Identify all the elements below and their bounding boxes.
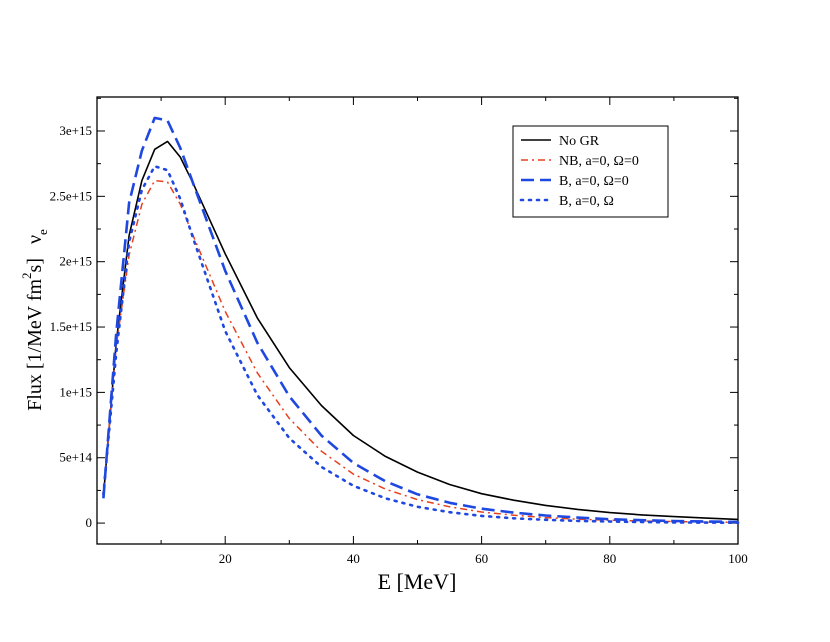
series-layer: [102, 116, 740, 525]
y-tick-label: 2e+15: [59, 254, 92, 269]
x-tick-label: 20: [219, 551, 232, 566]
legend-label-2: NB, a=0, Ω=0: [559, 154, 639, 169]
legend-label-3: B, a=0, Ω=0: [559, 174, 629, 189]
series-line-1: [102, 140, 739, 521]
y-tick-label: 0: [86, 515, 93, 530]
y-axis-label-prefix: Flux [1/MeV fm: [24, 279, 46, 411]
y-tick-label: 3e+15: [59, 123, 92, 138]
x-tick-label: 100: [728, 551, 748, 566]
y-axis-label-suffix: s]: [24, 258, 46, 272]
legend-label-1: No GR: [559, 134, 600, 149]
axis-ticks: 20 40 60 80 100 0 5e+14 1e+15 1.5e+15 2e+15 2.5e+1…: [50, 97, 748, 566]
y-axis-label-symbol: ν: [24, 235, 46, 244]
series-line-2: [102, 179, 739, 524]
x-axis-label: E [MeV]: [378, 569, 457, 594]
series-line-3: [102, 116, 739, 524]
y-tick-label: 1.5e+15: [50, 319, 92, 334]
y-axis-label: Flux [1/MeV fm2s] νe: [19, 229, 50, 411]
series-line-4: [102, 165, 740, 525]
y-axis-label-superscript: 2: [19, 272, 34, 279]
y-tick-label: 2.5e+15: [50, 188, 92, 203]
legend: No GR NB, a=0, Ω=0 B, a=0, Ω=0 B, a=0, Ω: [512, 125, 669, 218]
y-tick-label: 1e+15: [59, 384, 92, 399]
legend-label-4: B, a=0, Ω: [559, 194, 614, 209]
x-tick-label: 40: [347, 551, 360, 566]
y-axis-label-subscript: e: [35, 229, 50, 235]
x-tick-label: 60: [475, 551, 488, 566]
x-tick-label: 80: [603, 551, 616, 566]
y-tick-label: 5e+14: [59, 450, 92, 465]
legend-box: [512, 125, 669, 218]
